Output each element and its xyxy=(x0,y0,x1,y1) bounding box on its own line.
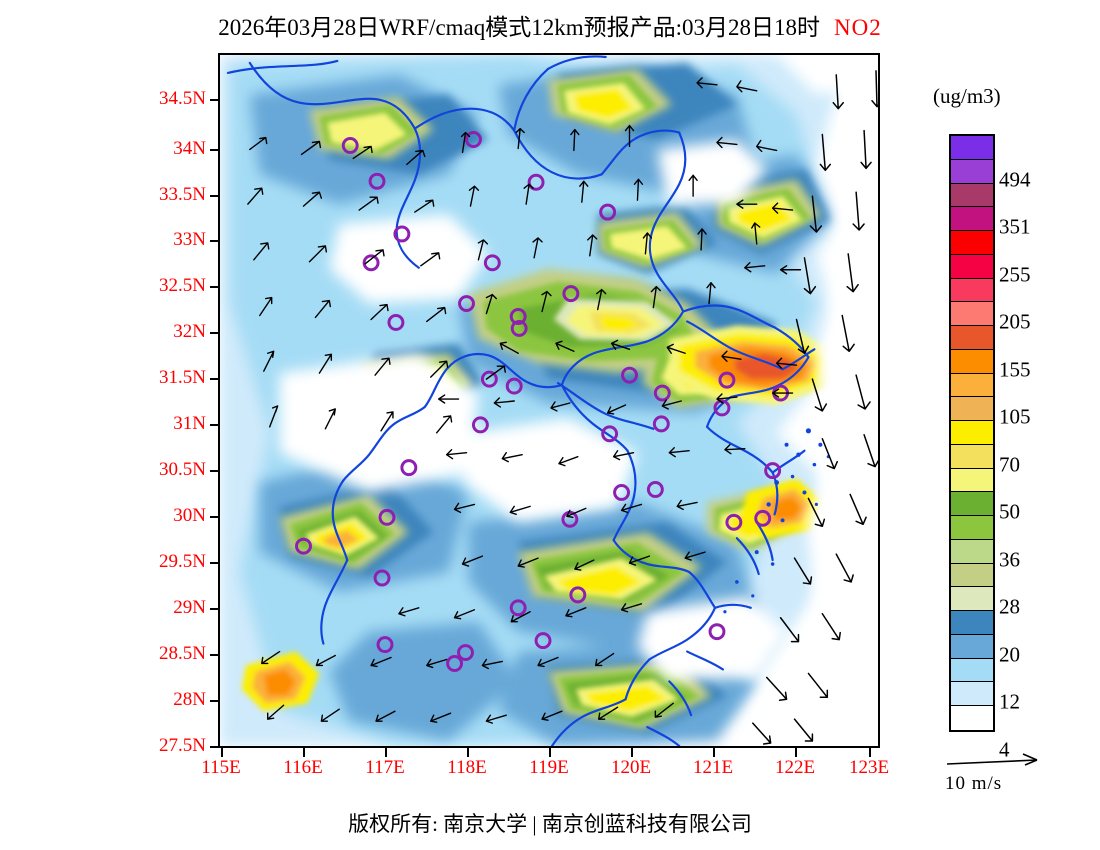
colorbar-units: (ug/m3) xyxy=(933,84,1001,108)
colorbar-tick-label: 4 xyxy=(999,737,1010,762)
colorbar-band xyxy=(951,658,993,683)
colorbar-band xyxy=(951,611,993,635)
y-axis-label: 34.5N xyxy=(159,88,206,109)
title-main-text: 2026年03月28日WRF/cmaq模式12km预报产品:03月28日18时 xyxy=(218,15,821,40)
colorbar-band xyxy=(951,492,993,516)
colorbar-tick-label: 12 xyxy=(999,689,1020,714)
colorbar-band xyxy=(951,136,993,160)
y-axis-label: 30N xyxy=(173,505,206,526)
colorbar-band xyxy=(951,682,993,706)
colorbar-band xyxy=(951,207,993,231)
colorbar-band xyxy=(951,183,993,208)
concentration-field xyxy=(220,55,878,746)
x-axis-label: 120E xyxy=(610,757,652,778)
colorbar-tick-label: 36 xyxy=(999,547,1020,572)
y-axis-label: 32N xyxy=(173,321,206,342)
wind-arrow-icon xyxy=(946,753,1038,766)
wind-scale-legend: 10 m/s xyxy=(945,752,1085,795)
colorbar-band xyxy=(951,302,993,326)
colorbar-tick-label: 20 xyxy=(999,642,1020,667)
map-plot-area[interactable] xyxy=(218,53,880,748)
y-axis-label: 28N xyxy=(173,689,206,710)
x-axis-label: 115E xyxy=(201,757,241,778)
y-axis-label: 27.5N xyxy=(159,735,206,756)
colorbar-band xyxy=(951,373,993,398)
colorbar-tick-label: 50 xyxy=(999,499,1020,524)
colorbar-band xyxy=(951,254,993,279)
y-axis-label: 28.5N xyxy=(159,643,206,664)
y-axis-label: 34N xyxy=(173,138,206,159)
colorbar-tick-label: 105 xyxy=(999,404,1031,429)
colorbar-band xyxy=(951,278,993,303)
x-axis-label: 121E xyxy=(692,757,734,778)
colorbar-band xyxy=(951,516,993,540)
colorbar-band xyxy=(951,326,993,350)
x-axis-label: 116E xyxy=(283,757,323,778)
x-axis-label: 122E xyxy=(774,757,816,778)
colorbar-tick-label: 28 xyxy=(999,594,1020,619)
colorbar-tick-label: 205 xyxy=(999,309,1031,334)
colorbar-band xyxy=(951,421,993,445)
y-axis-label: 29.5N xyxy=(159,551,206,572)
colorbar-band xyxy=(951,444,993,469)
wind-scale-label: 10 m/s xyxy=(945,773,1003,794)
colorbar-tick-label: 494 xyxy=(999,167,1031,192)
colorbar xyxy=(949,134,995,732)
title-species-label: NO2 xyxy=(834,15,882,40)
colorbar-band xyxy=(951,706,993,730)
colorbar-tick-label: 351 xyxy=(999,214,1031,239)
y-axis-label: 32.5N xyxy=(159,275,206,296)
colorbar-band xyxy=(951,349,993,374)
colorbar-band xyxy=(951,231,993,255)
y-axis-label: 33.5N xyxy=(159,184,206,205)
colorbar-tick-label: 155 xyxy=(999,357,1031,382)
y-axis-label: 31.5N xyxy=(159,367,206,388)
colorbar-band xyxy=(951,468,993,493)
colorbar-band xyxy=(951,563,993,588)
page-title: 2026年03月28日WRF/cmaq模式12km预报产品:03月28日18时 N… xyxy=(0,8,1100,42)
x-axis-label: 118E xyxy=(447,757,487,778)
y-axis-label: 31N xyxy=(173,413,206,434)
y-axis-label: 30.5N xyxy=(159,459,206,480)
y-axis-label: 29N xyxy=(173,597,206,618)
colorbar-band xyxy=(951,159,993,184)
colorbar-tick-label: 70 xyxy=(999,452,1020,477)
colorbar-band xyxy=(951,397,993,421)
x-axis-label: 117E xyxy=(365,757,405,778)
x-axis-label: 123E xyxy=(848,757,890,778)
x-axis-label: 119E xyxy=(529,757,569,778)
colorbar-tick-label: 255 xyxy=(999,262,1031,287)
colorbar-band xyxy=(951,539,993,564)
copyright-footer: 版权所有: 南京大学 | 南京创蓝科技有限公司 xyxy=(348,812,752,836)
colorbar-band xyxy=(951,634,993,659)
y-axis-label: 33N xyxy=(173,229,206,250)
colorbar-band xyxy=(951,587,993,611)
